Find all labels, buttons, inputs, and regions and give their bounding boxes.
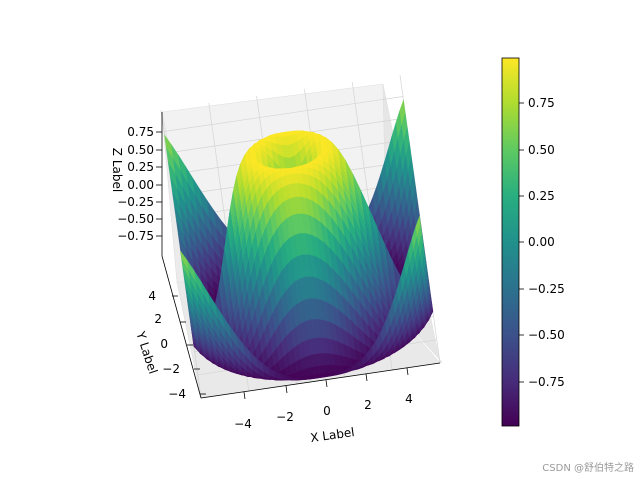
surface-facet (292, 376, 299, 381)
z-tick-label: 0.75 (127, 125, 154, 139)
colorbar-tick-label: 0.75 (528, 96, 555, 110)
colorbar-ticks (519, 102, 524, 383)
z-tick-label: −0.50 (117, 212, 154, 226)
x-axis-label: X Label (309, 425, 355, 445)
z-tick-label: 0.25 (127, 160, 154, 174)
x-tick-label: 2 (364, 398, 372, 412)
y-tick-label: 2 (154, 312, 162, 326)
x-tick-label: 0 (323, 404, 331, 418)
watermark: CSDN @舒伯特之路 (542, 463, 634, 474)
z-axis-ticks: 0.75 0.50 0.25 0.00 −0.25 −0.50 −0.75 (117, 125, 162, 243)
z-tick-label: −0.25 (117, 195, 154, 209)
z-tick-label: 0.00 (127, 178, 154, 192)
z-tick-label: 0.50 (127, 143, 154, 157)
colorbar: 0.75 0.50 0.25 0.00 −0.25 −0.50 −0.75 (501, 57, 565, 427)
z-tick-label: −0.75 (117, 229, 154, 243)
x-tick-label: 4 (405, 392, 413, 406)
y-axis-label: Y Label (133, 329, 160, 376)
colorbar-tick-label: −0.50 (528, 328, 565, 342)
colorbar-tick-label: 0.50 (528, 143, 555, 157)
axes-edges (161, 112, 441, 399)
gridline (163, 96, 404, 132)
surface-facet (290, 167, 298, 175)
x-tick-label: −2 (276, 410, 294, 424)
y-tick-label: 0 (160, 337, 168, 351)
colorbar-tick-label: 0.25 (528, 189, 555, 203)
surface-facet (303, 377, 310, 380)
colorbar-gradient (501, 57, 520, 427)
y-tick-label: −4 (168, 387, 186, 401)
surface-facet (366, 347, 373, 362)
colorbar-tick-label: −0.25 (528, 282, 565, 296)
x-axis-ticks: −4 −2 0 2 4 (234, 367, 413, 431)
x-tick-label: −4 (234, 417, 252, 431)
surface-facet (297, 377, 305, 381)
z-axis-label: Z Label (110, 148, 124, 192)
y-tick-label: −2 (162, 362, 180, 376)
surface-facet (296, 167, 304, 175)
y-axis-line (161, 255, 202, 399)
colorbar-tick-label: 0.00 (528, 235, 555, 249)
x-axis-line (200, 362, 441, 399)
y-tick-label: 4 (148, 289, 156, 303)
y-axis-ticks: 4 2 0 −2 −4 (148, 289, 206, 401)
surface-facet (280, 131, 287, 138)
colorbar-tick-label: −0.75 (528, 375, 565, 389)
surface-mesh (164, 99, 434, 381)
